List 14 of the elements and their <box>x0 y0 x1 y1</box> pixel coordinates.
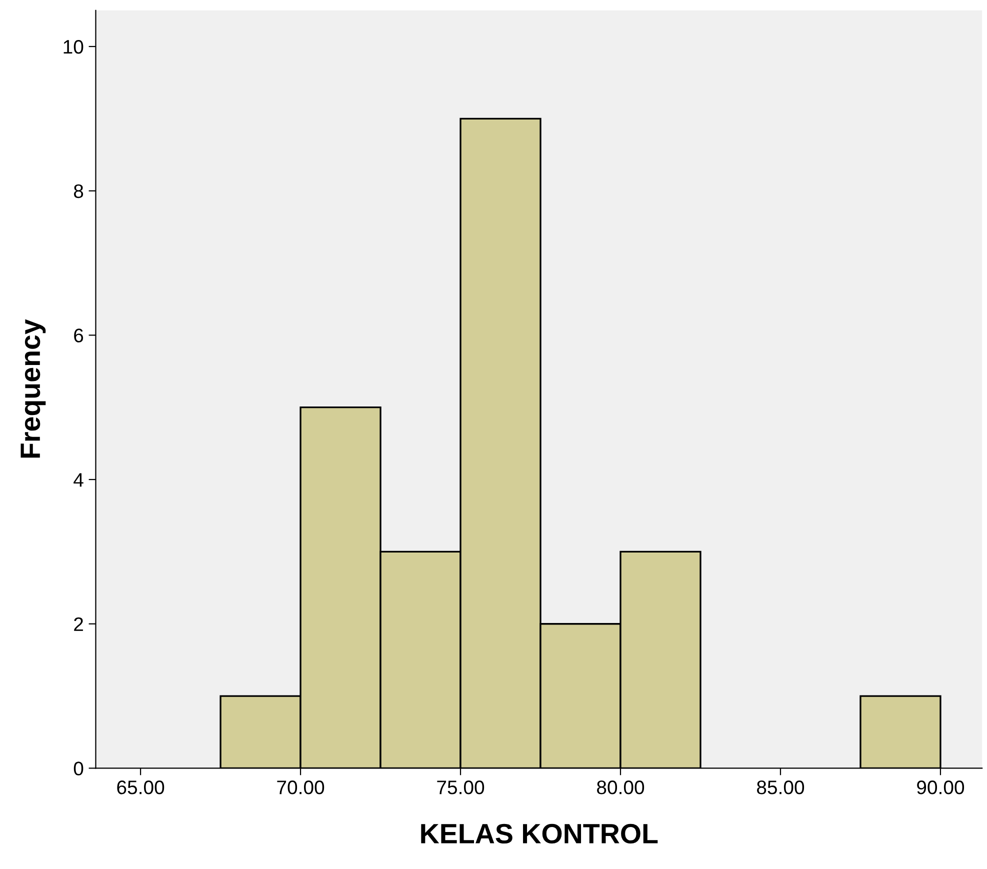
y-tick-label: 2 <box>74 617 83 631</box>
x-tick-label: 90.00 <box>917 780 964 794</box>
y-tick-label: 0 <box>74 762 84 776</box>
x-tick-label: 65.00 <box>117 780 164 794</box>
y-tick-label: 6 <box>74 328 84 342</box>
x-tick-label: 70.00 <box>277 780 324 794</box>
x-tick-label: 85.00 <box>757 780 804 794</box>
y-tick-label: 10 <box>64 40 84 54</box>
x-axis-title: KELAS KONTROL <box>421 824 658 844</box>
y-tick-label: 4 <box>74 473 84 487</box>
x-tick-label: 80.00 <box>597 780 644 794</box>
y-tick-label: 8 <box>74 184 84 198</box>
y-axis-title: Frequency <box>20 319 46 458</box>
x-tick-label: 75.00 <box>437 780 484 794</box>
